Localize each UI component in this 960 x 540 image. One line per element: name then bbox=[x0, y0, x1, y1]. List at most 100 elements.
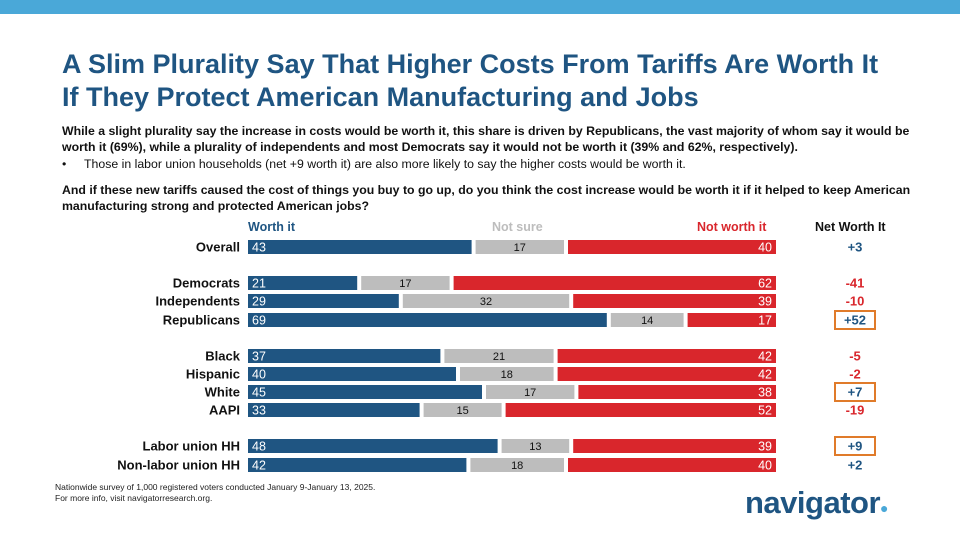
logo-text: navigator bbox=[745, 485, 881, 520]
value-label-not-worth-it: 17 bbox=[758, 314, 772, 328]
bar-worth-it bbox=[248, 385, 482, 399]
value-label-worth-it: 43 bbox=[252, 241, 266, 255]
footer-line-2: For more info, visit navigatorresearch.o… bbox=[55, 493, 213, 503]
bar-not-worth-it bbox=[505, 403, 776, 417]
value-label-not-sure: 17 bbox=[514, 242, 526, 254]
net-value: -10 bbox=[846, 294, 865, 309]
bar-worth-it bbox=[248, 349, 441, 363]
row-label: Non-labor union HH bbox=[117, 458, 240, 473]
bar-not-worth-it bbox=[568, 240, 776, 254]
net-highlight-box bbox=[834, 436, 876, 456]
value-label-not-worth-it: 42 bbox=[758, 350, 772, 364]
logo-dot-icon: ● bbox=[880, 500, 888, 516]
row-label: Independents bbox=[155, 294, 240, 309]
value-label-worth-it: 45 bbox=[252, 386, 266, 400]
value-label-not-sure: 32 bbox=[480, 296, 492, 308]
value-label-not-sure: 14 bbox=[641, 315, 653, 327]
bar-worth-it bbox=[248, 458, 467, 472]
bar-not-sure bbox=[486, 385, 575, 399]
survey-question: And if these new tariffs caused the cost… bbox=[62, 183, 911, 213]
bar-not-worth-it bbox=[557, 367, 776, 381]
net-value: -19 bbox=[846, 403, 865, 418]
title-line-2: If They Protect American Manufacturing a… bbox=[62, 82, 699, 112]
row-label: Democrats bbox=[173, 276, 240, 291]
bar-not-worth-it bbox=[573, 294, 776, 308]
title-line-1: A Slim Plurality Say That Higher Costs F… bbox=[62, 49, 879, 79]
value-label-not-worth-it: 39 bbox=[758, 295, 772, 309]
subtitle: While a slight plurality say the increas… bbox=[62, 124, 910, 154]
net-value: -5 bbox=[849, 349, 861, 364]
value-label-worth-it: 37 bbox=[252, 350, 266, 364]
net-value: +9 bbox=[848, 439, 863, 454]
bullet-icon: • bbox=[62, 157, 67, 171]
value-label-not-worth-it: 39 bbox=[758, 440, 772, 454]
value-label-not-sure: 13 bbox=[529, 441, 541, 453]
bar-not-sure bbox=[402, 294, 570, 308]
navigator-logo: navigator● bbox=[745, 485, 888, 521]
bar-not-sure bbox=[444, 349, 554, 363]
value-label-not-worth-it: 52 bbox=[758, 404, 772, 418]
bar-not-sure bbox=[423, 403, 502, 417]
net-value: +52 bbox=[844, 313, 866, 328]
value-label-worth-it: 21 bbox=[252, 277, 266, 291]
top-accent-bar bbox=[0, 0, 960, 14]
value-label-not-sure: 17 bbox=[399, 278, 411, 290]
page-title: A Slim Plurality Say That Higher Costs F… bbox=[62, 48, 942, 114]
bar-worth-it bbox=[248, 276, 358, 290]
legend-worth-it: Worth it bbox=[248, 220, 295, 234]
row-label: Black bbox=[205, 349, 240, 364]
legend-net-worth-it: Net Worth It bbox=[815, 220, 886, 234]
net-value: +7 bbox=[848, 385, 863, 400]
bar-not-worth-it bbox=[557, 349, 776, 363]
bar-not-worth-it bbox=[687, 313, 776, 327]
value-label-not-sure: 21 bbox=[493, 351, 505, 363]
stacked-bar-chart: Overall 43 17 40 +3 Democrats 21 17 62 -41 Indepen… bbox=[117, 240, 876, 473]
value-label-worth-it: 29 bbox=[252, 295, 266, 309]
row-label: White bbox=[205, 385, 240, 400]
bar-not-worth-it bbox=[453, 276, 776, 290]
value-label-worth-it: 40 bbox=[252, 368, 266, 382]
bar-not-worth-it bbox=[578, 385, 776, 399]
bar-not-sure bbox=[475, 240, 564, 254]
bar-not-sure bbox=[460, 367, 554, 381]
bar-worth-it bbox=[248, 367, 456, 381]
value-label-not-sure: 17 bbox=[524, 387, 536, 399]
row-label: Overall bbox=[196, 240, 240, 255]
bar-worth-it bbox=[248, 240, 472, 254]
net-value: +2 bbox=[848, 458, 863, 473]
value-label-worth-it: 48 bbox=[252, 440, 266, 454]
bar-not-worth-it bbox=[568, 458, 776, 472]
footer-note: Nationwide survey of 1,000 registered vo… bbox=[55, 482, 375, 504]
value-label-not-worth-it: 38 bbox=[758, 386, 772, 400]
value-label-not-worth-it: 40 bbox=[758, 241, 772, 255]
value-label-not-sure: 18 bbox=[511, 460, 523, 472]
footer-line-1: Nationwide survey of 1,000 registered vo… bbox=[55, 482, 376, 492]
bar-worth-it bbox=[248, 313, 607, 327]
row-label: Hispanic bbox=[186, 367, 240, 382]
bar-not-worth-it bbox=[573, 439, 776, 453]
net-value: -41 bbox=[846, 276, 865, 291]
legend-not-worth-it: Not worth it bbox=[697, 220, 767, 234]
value-label-worth-it: 42 bbox=[252, 459, 266, 473]
net-value: -2 bbox=[849, 367, 861, 382]
value-label-worth-it: 33 bbox=[252, 404, 266, 418]
net-highlight-box bbox=[834, 310, 876, 330]
row-label: AAPI bbox=[209, 403, 240, 418]
bar-worth-it bbox=[248, 403, 420, 417]
value-label-not-worth-it: 62 bbox=[758, 277, 772, 291]
net-value: +3 bbox=[848, 240, 863, 255]
value-label-not-sure: 18 bbox=[501, 369, 513, 381]
row-label: Republicans bbox=[163, 313, 240, 328]
value-label-worth-it: 69 bbox=[252, 314, 266, 328]
bullet-text: Those in labor union households (net +9 … bbox=[84, 157, 686, 171]
bullet-note: • Those in labor union households (net +9… bbox=[62, 157, 932, 172]
legend-not-sure: Not sure bbox=[492, 220, 543, 234]
bar-not-sure bbox=[361, 276, 450, 290]
bar-not-sure bbox=[610, 313, 684, 327]
bar-worth-it bbox=[248, 294, 399, 308]
bar-not-sure bbox=[470, 458, 564, 472]
value-label-not-sure: 15 bbox=[456, 405, 468, 417]
value-label-not-worth-it: 40 bbox=[758, 459, 772, 473]
net-highlight-box bbox=[834, 382, 876, 402]
row-label: Labor union HH bbox=[143, 439, 241, 454]
